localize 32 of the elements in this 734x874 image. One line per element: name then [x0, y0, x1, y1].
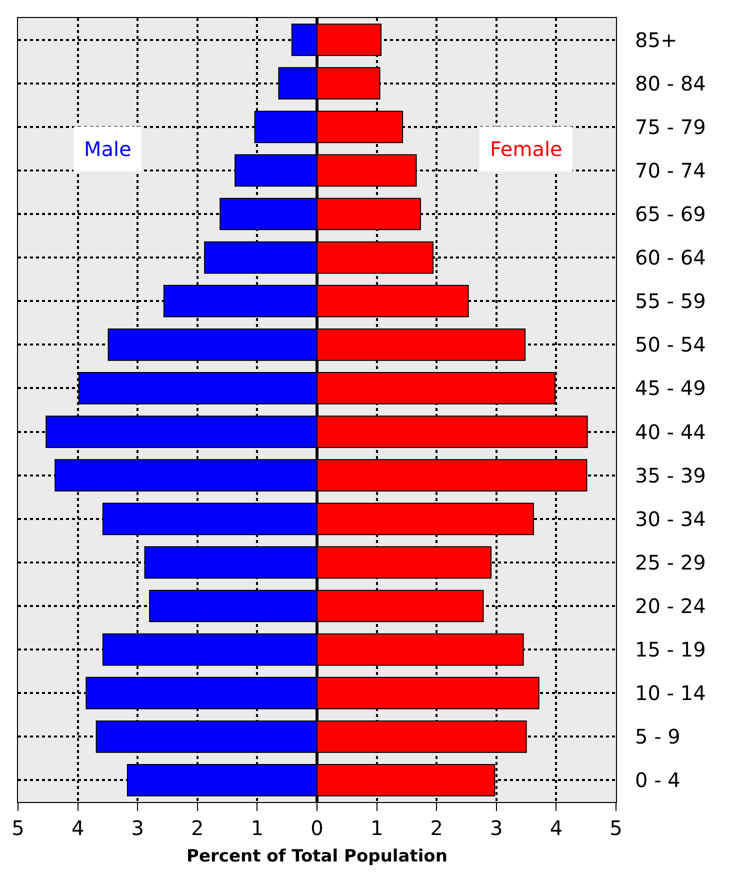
x-tick-label: 1: [250, 816, 264, 840]
x-tick-label: 0: [310, 816, 324, 840]
y-tick-label: 65 - 69: [635, 202, 706, 226]
x-tick-label: 5: [12, 816, 24, 840]
x-tick-label: 4: [550, 816, 563, 840]
y-tick-label: 10 - 14: [635, 681, 706, 706]
y-tick-label: 75 - 79: [635, 114, 706, 139]
y-tick-label: 55 - 59: [635, 289, 706, 314]
y-tick-label: 35 - 39: [635, 463, 706, 488]
y-tick-label: 20 - 24: [635, 594, 706, 618]
x-tick-label: 5: [610, 816, 622, 840]
y-tick-label: 45 - 49: [635, 376, 706, 400]
x-tick-label: 2: [191, 816, 204, 840]
text: Male: [84, 137, 132, 161]
y-tick-label: 40 - 44: [635, 420, 706, 444]
x-tick-label: 3: [490, 816, 503, 840]
x-axis-title: Percent of Total Population: [186, 846, 448, 866]
y-tick-label: 85+: [635, 28, 678, 52]
y-tick-label: 70 - 74: [635, 158, 706, 182]
y-tick-label: 50 - 54: [635, 332, 706, 357]
y-tick-label: 80 - 84: [635, 71, 706, 96]
x-tick-label: 2: [430, 816, 443, 840]
text: Female: [490, 137, 562, 161]
y-tick-label: 30 - 34: [635, 506, 706, 531]
y-tick-label: 15 - 19: [635, 638, 706, 662]
y-tick-label: 60 - 64: [635, 246, 706, 270]
x-tick-label: 4: [71, 816, 84, 840]
y-tick-label: 5 - 9: [635, 724, 680, 749]
x-tick-label: 1: [370, 816, 384, 840]
y-tick-label: 25 - 29: [635, 550, 706, 574]
x-tick-label: 3: [131, 816, 144, 840]
y-tick-label: 0 - 4: [635, 768, 680, 792]
